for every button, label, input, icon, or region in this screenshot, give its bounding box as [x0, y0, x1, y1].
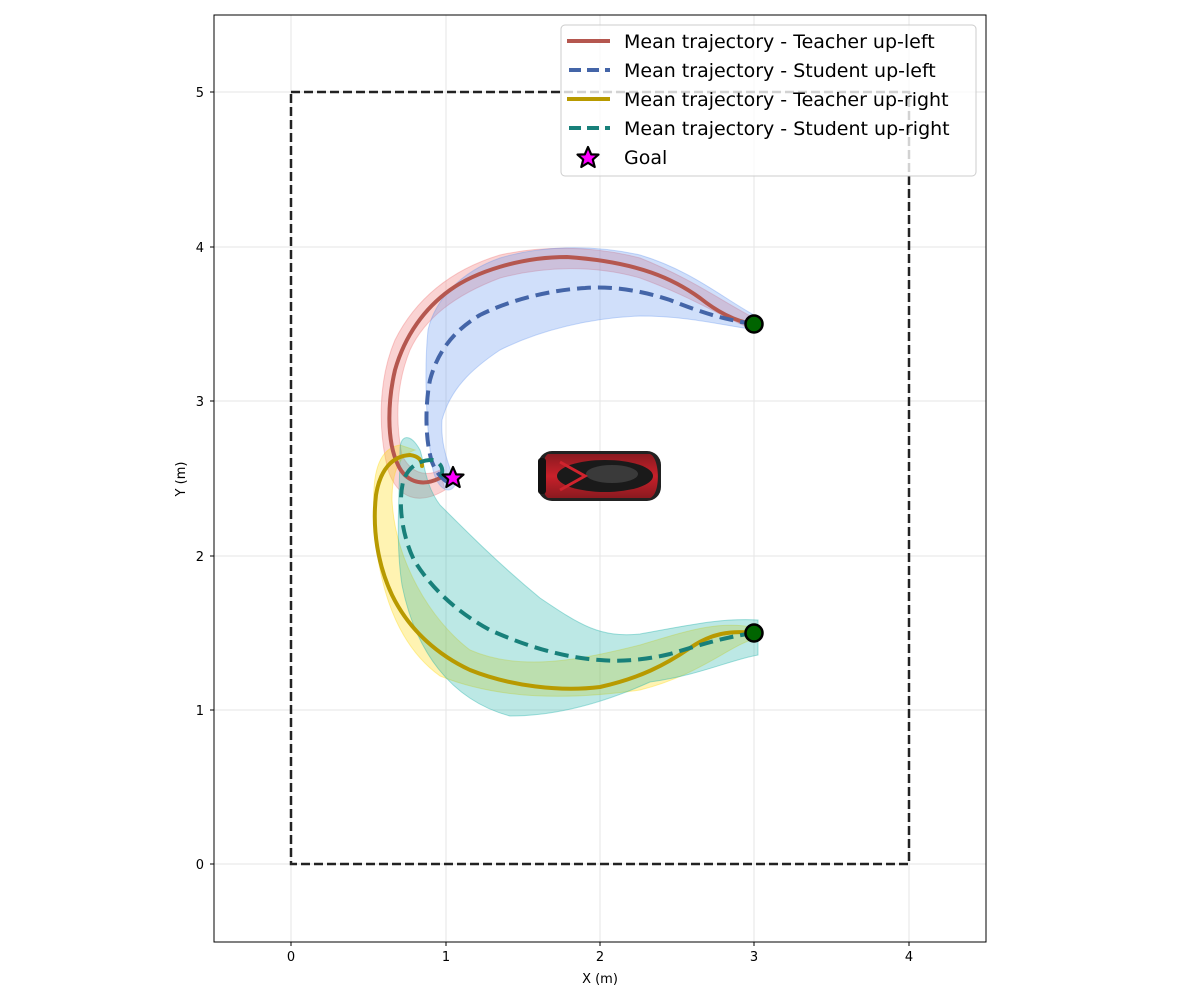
x-tick-label: 3 [750, 950, 758, 965]
legend-item-goal: Goal [576, 145, 667, 169]
y-tick-label: 4 [196, 241, 204, 256]
start-point-up-right [744, 623, 764, 643]
band-student-up-left [425, 247, 758, 491]
x-axis-label: X (m) [582, 972, 618, 987]
y-axis-label: Y (m) [174, 462, 189, 498]
trajectory-teacher-up-left [387, 254, 756, 485]
y-tick-label: 1 [196, 704, 204, 719]
y-tick-label: 0 [196, 858, 204, 873]
legend-item-student-up-left: Mean trajectory - Student up-left [569, 60, 936, 82]
y-tick-label: 2 [196, 550, 204, 565]
legend-label: Mean trajectory - Teacher up-right [624, 89, 949, 111]
goal-star-icon [441, 465, 465, 489]
y-tick-label: 3 [196, 395, 204, 410]
car-obstacle [538, 451, 661, 501]
band-student-up-right [397, 437, 759, 717]
legend-label: Mean trajectory - Student up-right [624, 118, 950, 140]
x-tick-label: 2 [596, 950, 604, 965]
legend-item-teacher-up-left: Mean trajectory - Teacher up-left [567, 31, 935, 53]
legend-label: Mean trajectory - Student up-left [624, 60, 936, 82]
legend-item-student-up-right: Mean trajectory - Student up-right [569, 118, 950, 140]
start-point-up-left [744, 314, 764, 334]
boundary-box [289, 90, 911, 866]
trajectory-student-up-right [398, 457, 755, 663]
legend-item-teacher-up-right: Mean trajectory - Teacher up-right [567, 89, 949, 111]
y-tick-label: 5 [196, 86, 204, 101]
x-tick-label: 0 [287, 950, 295, 965]
x-axis: 0 1 2 3 4 X (m) [287, 942, 913, 987]
y-axis: 0 1 2 3 4 5 Y (m) [174, 86, 214, 873]
trajectory-student-up-left [424, 285, 755, 486]
band-teacher-up-left [380, 247, 755, 499]
x-tick-label: 1 [442, 950, 450, 965]
trajectory-teacher-up-right [372, 452, 756, 691]
legend: Mean trajectory - Teacher up-left Mean t… [560, 24, 977, 177]
legend-label: Goal [624, 147, 667, 169]
goal-star-icon [576, 145, 600, 169]
x-tick-label: 4 [905, 950, 913, 965]
legend-label: Mean trajectory - Teacher up-left [624, 31, 935, 53]
